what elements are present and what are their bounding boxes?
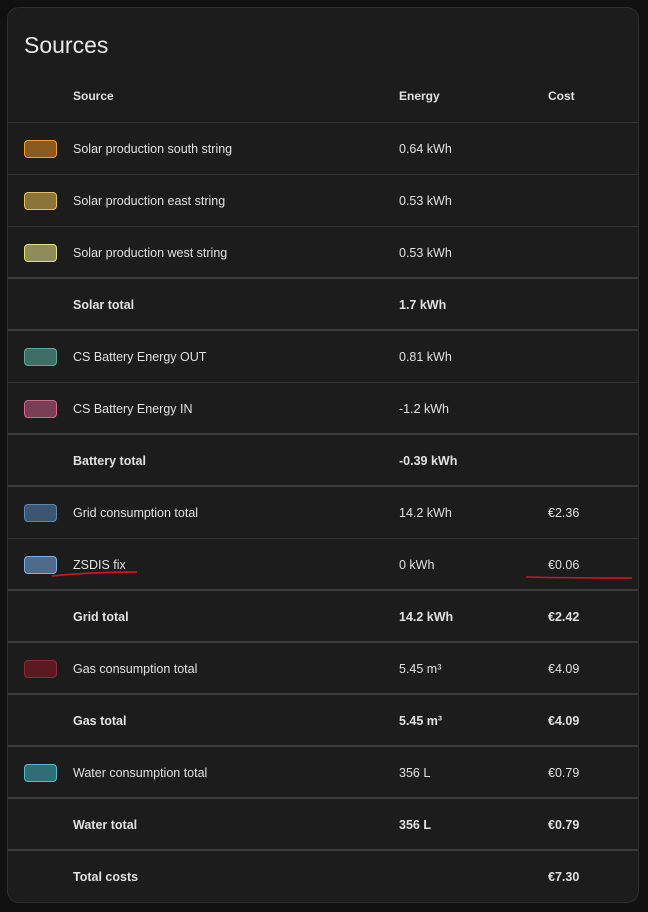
cost-value: €2.36 [548, 506, 580, 520]
cost-value: €4.09 [548, 662, 580, 676]
source-name: CS Battery Energy OUT [73, 350, 207, 364]
column-header-energy[interactable]: Energy [399, 89, 440, 103]
table-row: Gas consumption total 5.45 m³ €4.09 [8, 643, 638, 695]
color-swatch [24, 660, 57, 678]
total-row: Battery total -0.39 kWh [8, 435, 638, 487]
cost-value: €0.79 [548, 766, 580, 780]
color-swatch [24, 764, 57, 782]
color-swatch [24, 504, 57, 522]
card-title: Sources [24, 32, 109, 58]
cost-value: €0.79 [548, 818, 580, 832]
energy-value: 5.45 m³ [399, 662, 442, 676]
color-swatch [24, 400, 57, 418]
cost-value: €7.30 [548, 870, 580, 884]
energy-value: 0 kWh [399, 558, 435, 572]
cost-value: €4.09 [548, 714, 580, 728]
column-header-cost[interactable]: Cost [548, 89, 575, 103]
table-row: Grid consumption total 14.2 kWh €2.36 [8, 487, 638, 539]
column-header-source[interactable]: Source [73, 89, 114, 103]
source-name: Gas total [73, 714, 127, 728]
source-name: Water consumption total [73, 766, 208, 780]
source-name: Solar production east string [73, 194, 226, 208]
total-row: Grid total 14.2 kWh €2.42 [8, 591, 638, 643]
energy-value: 14.2 kWh [399, 610, 454, 624]
energy-value: -0.39 kWh [399, 454, 458, 468]
table-row: CS Battery Energy OUT 0.81 kWh [8, 331, 638, 383]
total-row: Water total 356 L €0.79 [8, 799, 638, 851]
energy-value: -1.2 kWh [399, 402, 450, 416]
color-swatch [24, 140, 57, 158]
table-row: Solar production east string 0.53 kWh [8, 175, 638, 227]
table-row: Solar production west string 0.53 kWh [8, 227, 638, 279]
sources-table-body: Solar production south string 0.64 kWh Sol… [8, 123, 638, 902]
color-swatch [24, 244, 57, 262]
cost-value: €2.42 [548, 610, 580, 624]
color-swatch [24, 348, 57, 366]
source-name: Solar production west string [73, 246, 228, 260]
color-swatch [24, 556, 57, 574]
table-header: Source Energy Cost [8, 68, 638, 123]
cost-value: €0.06 [548, 558, 580, 572]
table-row: Water consumption total 356 L €0.79 [8, 747, 638, 799]
total-row: Gas total 5.45 m³ €4.09 [8, 695, 638, 747]
source-name: Gas consumption total [73, 662, 198, 676]
table-row: CS Battery Energy IN -1.2 kWh [8, 383, 638, 435]
source-name: Grid consumption total [73, 506, 199, 520]
table-row: ZSDIS fix 0 kWh €0.06 [8, 539, 638, 591]
energy-value: 0.81 kWh [399, 350, 452, 364]
table-row: Solar production south string 0.64 kWh [8, 123, 638, 175]
energy-value: 5.45 m³ [399, 714, 443, 728]
source-name: CS Battery Energy IN [73, 402, 193, 416]
source-name: Water total [73, 818, 138, 832]
energy-value: 1.7 kWh [399, 298, 447, 312]
sources-card: Sources Source Energy Cost Solar product… [7, 7, 639, 903]
source-name: Solar total [73, 298, 135, 312]
energy-value: 356 L [399, 818, 431, 832]
source-name: Solar production south string [73, 142, 233, 156]
source-name: Total costs [73, 870, 139, 884]
total-row: Solar total 1.7 kWh [8, 279, 638, 331]
total-row: Total costs €7.30 [8, 851, 638, 902]
source-name: Grid total [73, 610, 129, 624]
energy-value: 356 L [399, 766, 431, 780]
energy-value: 14.2 kWh [399, 506, 452, 520]
energy-value: 0.53 kWh [399, 194, 452, 208]
source-name: ZSDIS fix [73, 558, 126, 572]
energy-value: 0.53 kWh [399, 246, 452, 260]
source-name: Battery total [73, 454, 146, 468]
color-swatch [24, 192, 57, 210]
energy-value: 0.64 kWh [399, 142, 452, 156]
